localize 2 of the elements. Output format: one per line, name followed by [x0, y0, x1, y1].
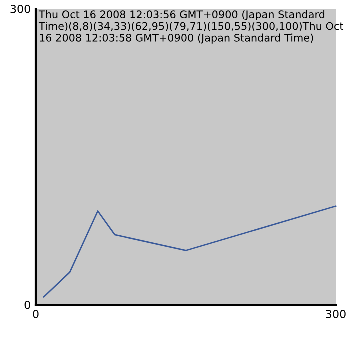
- line-series: [43, 206, 337, 298]
- annotation: Thu Oct 16 2008 12:03:56 GMT+0900 (Japan Standard Time)(8,8)(34,33)(62,95)(79,71)(150,55)(300,100)Thu Oct 16 2008 12:03:58 GMT+0900 (Japan Standard Time): [38, 10, 344, 44]
